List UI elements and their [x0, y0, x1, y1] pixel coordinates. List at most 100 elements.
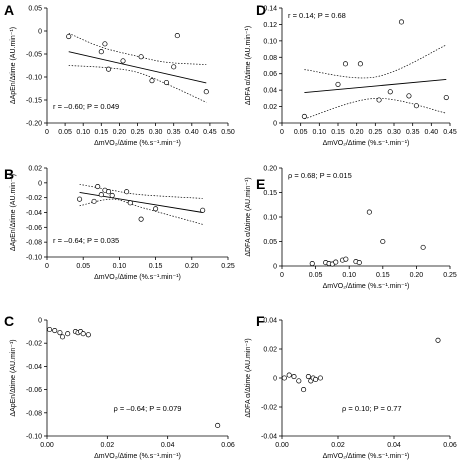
data-point: [105, 189, 112, 195]
x-tick-label: 0: [280, 129, 284, 136]
data-point: [138, 216, 144, 222]
x-tick-label: 0.06: [221, 442, 235, 449]
x-tick-label: 0: [45, 263, 49, 270]
y-tick-label: -0.04: [261, 434, 277, 441]
x-tick-label: 0.15: [376, 272, 390, 279]
data-point: [66, 33, 72, 40]
regression-line: [304, 79, 447, 94]
x-tick-label: 0: [45, 129, 49, 136]
x-axis-label: ΔmVO₂/Δtime (%.s⁻¹.min⁻¹): [323, 283, 410, 290]
y-tick-label: 0.10: [263, 38, 277, 45]
x-tick-label: 0.40: [185, 129, 199, 136]
x-axis-label: ΔmVO₂/Δtime (%.s⁻¹.min⁻¹): [94, 274, 181, 281]
x-tick-label: 0.00: [40, 442, 54, 449]
ci-upper-curve: [304, 44, 447, 79]
x-tick-label: 0.45: [443, 129, 457, 136]
stat-annotation: ρ = 0.68; P = 0.015: [288, 171, 352, 180]
stat-annotation: r = –0.60; P = 0.049: [53, 102, 119, 111]
data-point: [420, 244, 426, 250]
data-point: [356, 260, 362, 266]
data-point: [376, 97, 382, 103]
y-tick-label: -0.04: [26, 210, 42, 217]
x-tick-label: 0.02: [101, 442, 115, 449]
x-tick-label: 0.05: [309, 272, 323, 279]
data-point: [95, 183, 101, 190]
data-point: [215, 422, 221, 429]
y-tick-label: 0: [38, 318, 42, 325]
data-point: [443, 94, 449, 101]
y-tick-label: 0.15: [263, 190, 277, 197]
panel-letter: E: [256, 176, 265, 192]
data-point: [357, 61, 363, 67]
x-tick-label: 0.10: [113, 263, 127, 270]
x-tick-label: 0.10: [313, 129, 327, 136]
data-point: [65, 331, 71, 337]
x-tick-label: 0.45: [203, 129, 217, 136]
data-point: [387, 89, 393, 95]
data-point: [120, 58, 126, 64]
panel-c: 0.00 0.02 0.04 0.06 0 -0.02 -0.04 -0.06 -0.08 -0.…: [4, 313, 235, 460]
y-tick-label: 0.14: [263, 6, 277, 13]
regression-line: [79, 192, 203, 213]
y-tick-label: -0.10: [26, 434, 42, 441]
y-tick-label: -0.20: [26, 121, 42, 128]
y-tick-label: -0.04: [26, 364, 42, 371]
x-tick-label: 0.00: [275, 442, 289, 449]
data-point: [413, 103, 419, 109]
x-axis-label: ΔmVO₂/Δtime (%.s⁻¹.min⁻¹): [323, 140, 410, 147]
x-tick-label: 0.10: [76, 129, 90, 136]
x-tick-label: 0.04: [387, 442, 401, 449]
x-tick-label: 0.20: [410, 272, 424, 279]
x-axis-label: ΔmVO₂/Δtime (%.s⁻¹.min⁻¹): [94, 140, 181, 147]
panel-letter: C: [4, 313, 14, 329]
y-tick-label: -0.10: [26, 255, 42, 262]
x-tick-label: 0.02: [331, 442, 345, 449]
stat-annotation: r = 0.14; P = 0.68: [288, 11, 346, 20]
data-point: [317, 375, 323, 381]
y-tick-label: 0.02: [263, 104, 277, 111]
panel-letter: D: [256, 2, 266, 18]
data-point: [200, 207, 206, 213]
data-point: [203, 89, 209, 95]
data-point: [174, 33, 180, 39]
data-point: [109, 192, 115, 198]
x-tick-label: 0.05: [58, 129, 72, 136]
y-axis-label: ΔApEn/Δtime (AU.min⁻¹): [10, 174, 17, 251]
panel-d: 0 0.05 0.10 0.15 0.20 0.25 0.30 0.35 0.40 0.45 0.1…: [245, 2, 457, 147]
data-point: [85, 332, 91, 338]
x-tick-label: 0.25: [221, 263, 235, 270]
y-tick-label: 0.10: [263, 215, 277, 222]
y-axis-label: ΔApEn/Δtime (AU.min⁻¹): [10, 339, 17, 416]
x-tick-label: 0.20: [185, 263, 199, 270]
data-point: [77, 196, 83, 202]
x-tick-label: 0.04: [161, 442, 175, 449]
x-tick-label: 0.20: [113, 129, 127, 136]
data-point: [98, 192, 104, 198]
data-point: [47, 326, 53, 333]
x-tick-label: 0.15: [149, 263, 163, 270]
data-point: [102, 41, 108, 47]
data-point: [105, 66, 112, 72]
y-tick-label: -0.06: [26, 387, 42, 394]
panel-letter: A: [4, 2, 14, 18]
data-point: [59, 334, 66, 340]
x-tick-label: 0.35: [406, 129, 420, 136]
stat-annotation: ρ = –0.64; P = 0.079: [114, 404, 182, 413]
ci-upper-curve: [68, 32, 207, 65]
data-point: [305, 373, 311, 380]
ci-lower-curve: [79, 198, 203, 225]
data-point: [153, 206, 159, 212]
stat-annotation: ρ = 0.10; P = 0.77: [342, 404, 402, 413]
y-tick-label: 0: [273, 376, 277, 383]
y-axis-label: ΔDFA α/Δtime (AU.min⁻¹): [245, 26, 252, 105]
y-tick-label: 0.05: [263, 239, 277, 246]
data-point: [333, 259, 339, 265]
x-tick-label: 0.10: [342, 272, 356, 279]
y-tick-label: 0: [273, 264, 277, 271]
ci-lower-curve: [304, 98, 447, 120]
data-point: [52, 327, 58, 334]
y-axis-label: ΔDFA α/Δtime (AU.min⁻¹): [245, 338, 252, 417]
x-tick-label: 0.05: [294, 129, 308, 136]
x-tick-label: 0.30: [149, 129, 163, 136]
